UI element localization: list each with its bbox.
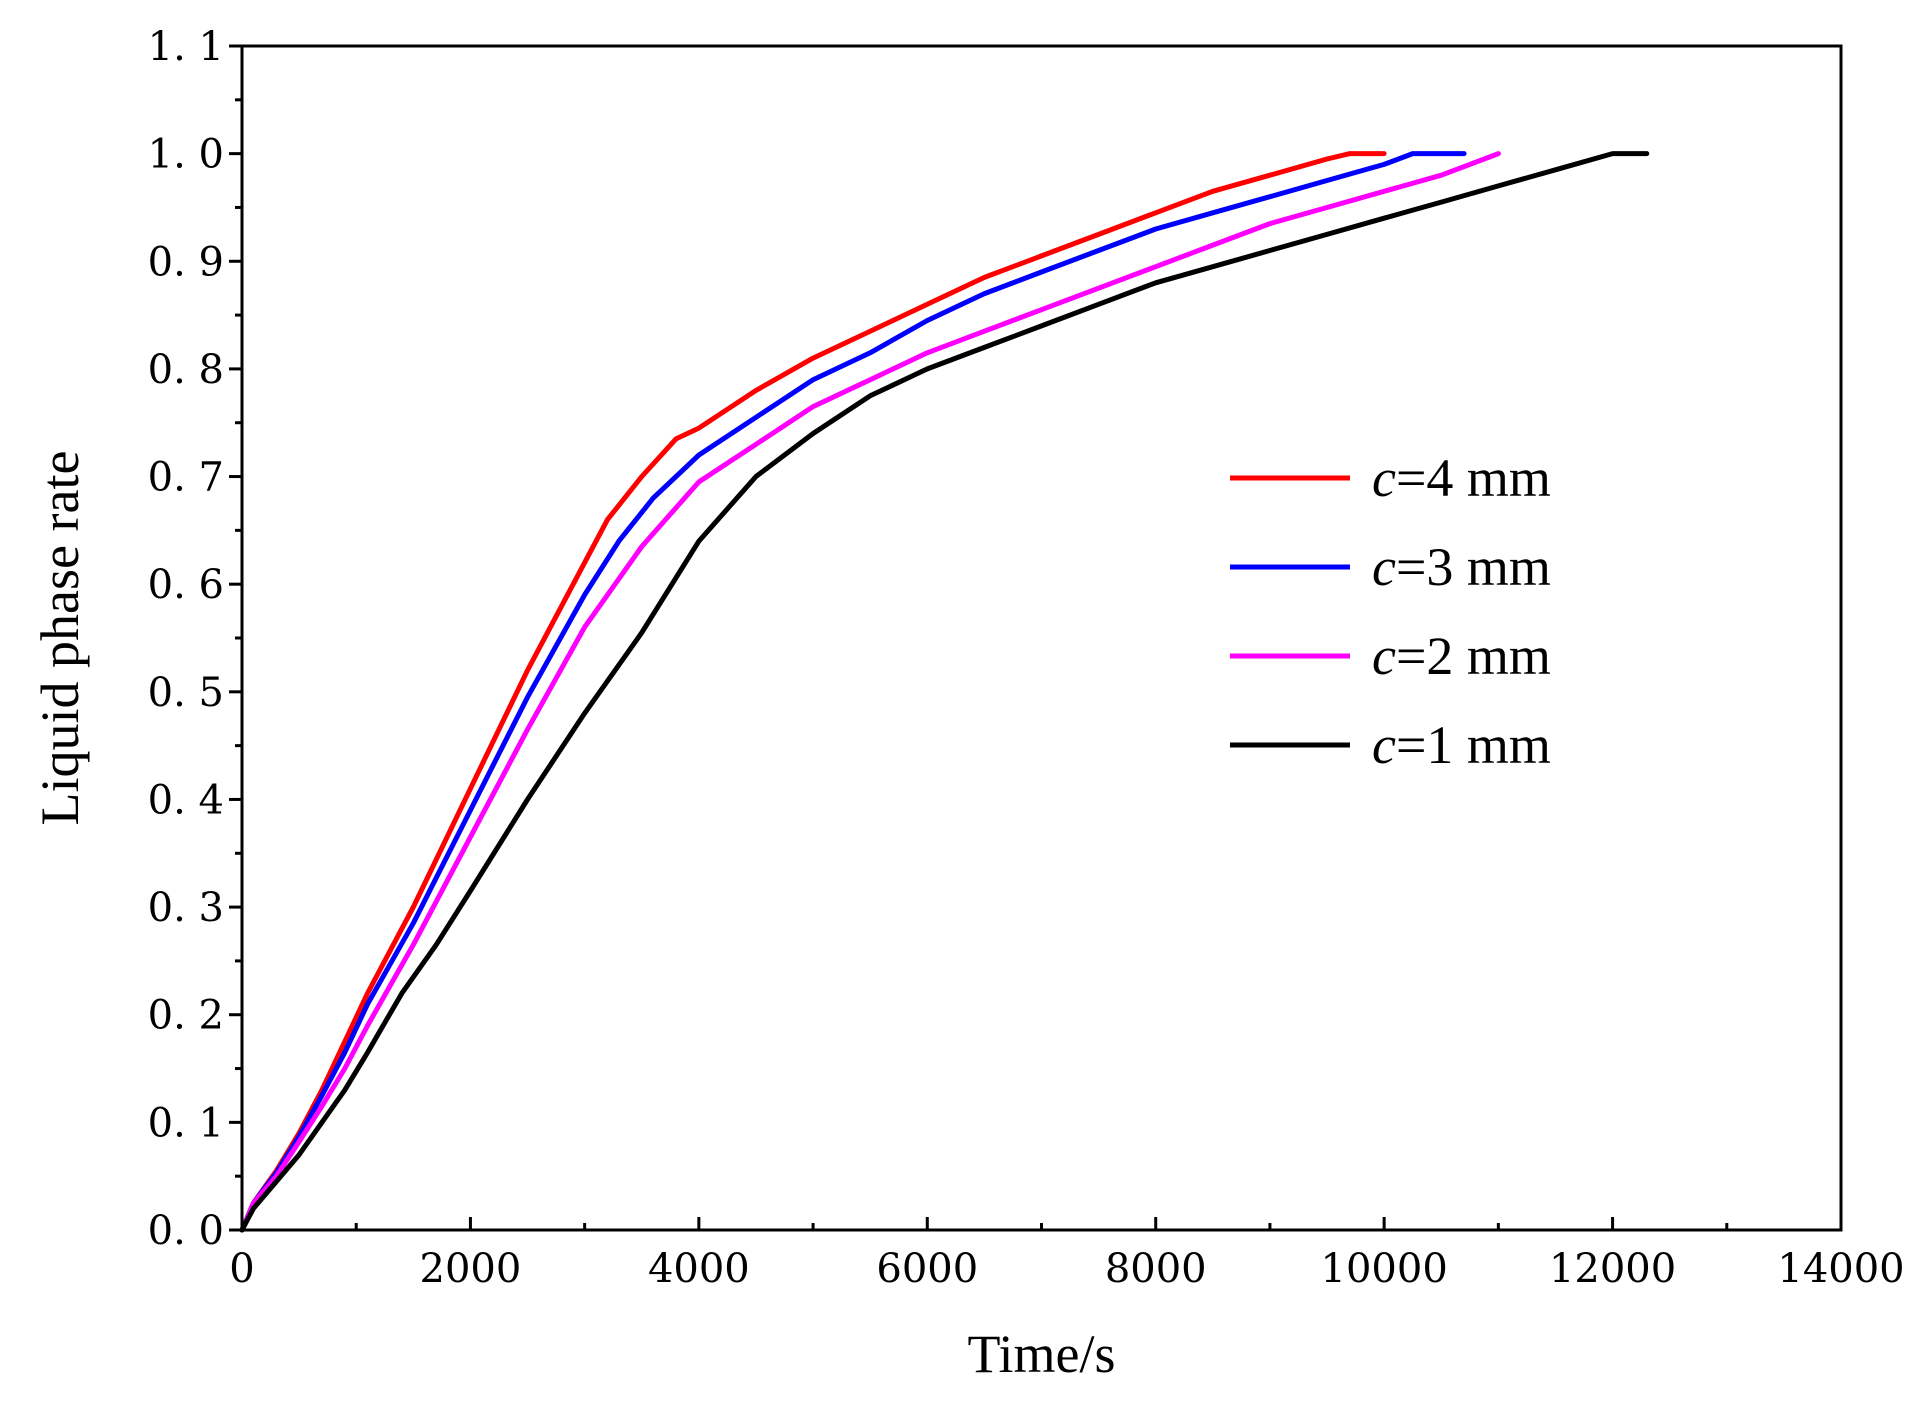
legend-label-variable: c bbox=[1372, 448, 1396, 508]
x-tick-label: 10000 bbox=[1321, 1246, 1448, 1292]
y-tick-label: 0. 4 bbox=[148, 777, 224, 823]
y-tick-label: 0. 6 bbox=[148, 562, 224, 608]
series-line-3 bbox=[239, 151, 1501, 1233]
y-tick-label: 1. 1 bbox=[148, 24, 224, 70]
legend: c=4 mmc=3 mmc=2 mmc=1 mm bbox=[1230, 448, 1551, 775]
legend-label: c=3 mm bbox=[1372, 537, 1551, 597]
x-tick-label: 2000 bbox=[420, 1246, 522, 1292]
y-tick-label: 0. 9 bbox=[148, 239, 224, 285]
legend-label-value: =4 mm bbox=[1396, 448, 1551, 508]
series-line-4 bbox=[239, 151, 1650, 1233]
series-layer bbox=[239, 151, 1650, 1233]
y-tick-label: 0. 1 bbox=[148, 1100, 224, 1146]
series-line-2 bbox=[239, 151, 1467, 1233]
y-tick-label: 1. 0 bbox=[148, 132, 224, 178]
y-tick-label: 0. 2 bbox=[148, 993, 224, 1039]
y-tick-label: 0. 0 bbox=[148, 1208, 224, 1254]
x-tick-label: 6000 bbox=[876, 1246, 978, 1292]
x-axis-title: Time/s bbox=[967, 1324, 1115, 1384]
x-tick-label: 8000 bbox=[1105, 1246, 1207, 1292]
plot-frame bbox=[240, 44, 1843, 1232]
legend-label-variable: c bbox=[1372, 537, 1396, 597]
x-tick-label: 4000 bbox=[648, 1246, 750, 1292]
x-tick-label: 14000 bbox=[1777, 1246, 1904, 1292]
legend-label-value: =3 mm bbox=[1396, 537, 1551, 597]
series-line-1 bbox=[239, 151, 1387, 1233]
y-tick-label: 0. 7 bbox=[148, 455, 224, 501]
x-tick-label: 0 bbox=[229, 1246, 254, 1292]
x-tick-label: 12000 bbox=[1549, 1246, 1676, 1292]
legend-label: c=4 mm bbox=[1372, 448, 1551, 508]
y-tick-label: 0. 3 bbox=[148, 885, 224, 931]
ticks-layer bbox=[229, 44, 1843, 1232]
y-axis-title: Liquid phase rate bbox=[30, 451, 90, 826]
tick-labels-layer: 0 2000 4000 6000 8000 10000 12000 14000 0. 0 0. 1… bbox=[148, 24, 1905, 1292]
legend-label: c=2 mm bbox=[1372, 626, 1551, 686]
y-tick-label: 0. 5 bbox=[148, 670, 224, 716]
y-tick-label: 0. 8 bbox=[148, 347, 224, 393]
legend-label-variable: c bbox=[1372, 626, 1396, 686]
legend-label: c=1 mm bbox=[1372, 715, 1551, 775]
legend-label-value: =1 mm bbox=[1396, 715, 1551, 775]
legend-label-variable: c bbox=[1372, 715, 1396, 775]
legend-label-value: =2 mm bbox=[1396, 626, 1551, 686]
